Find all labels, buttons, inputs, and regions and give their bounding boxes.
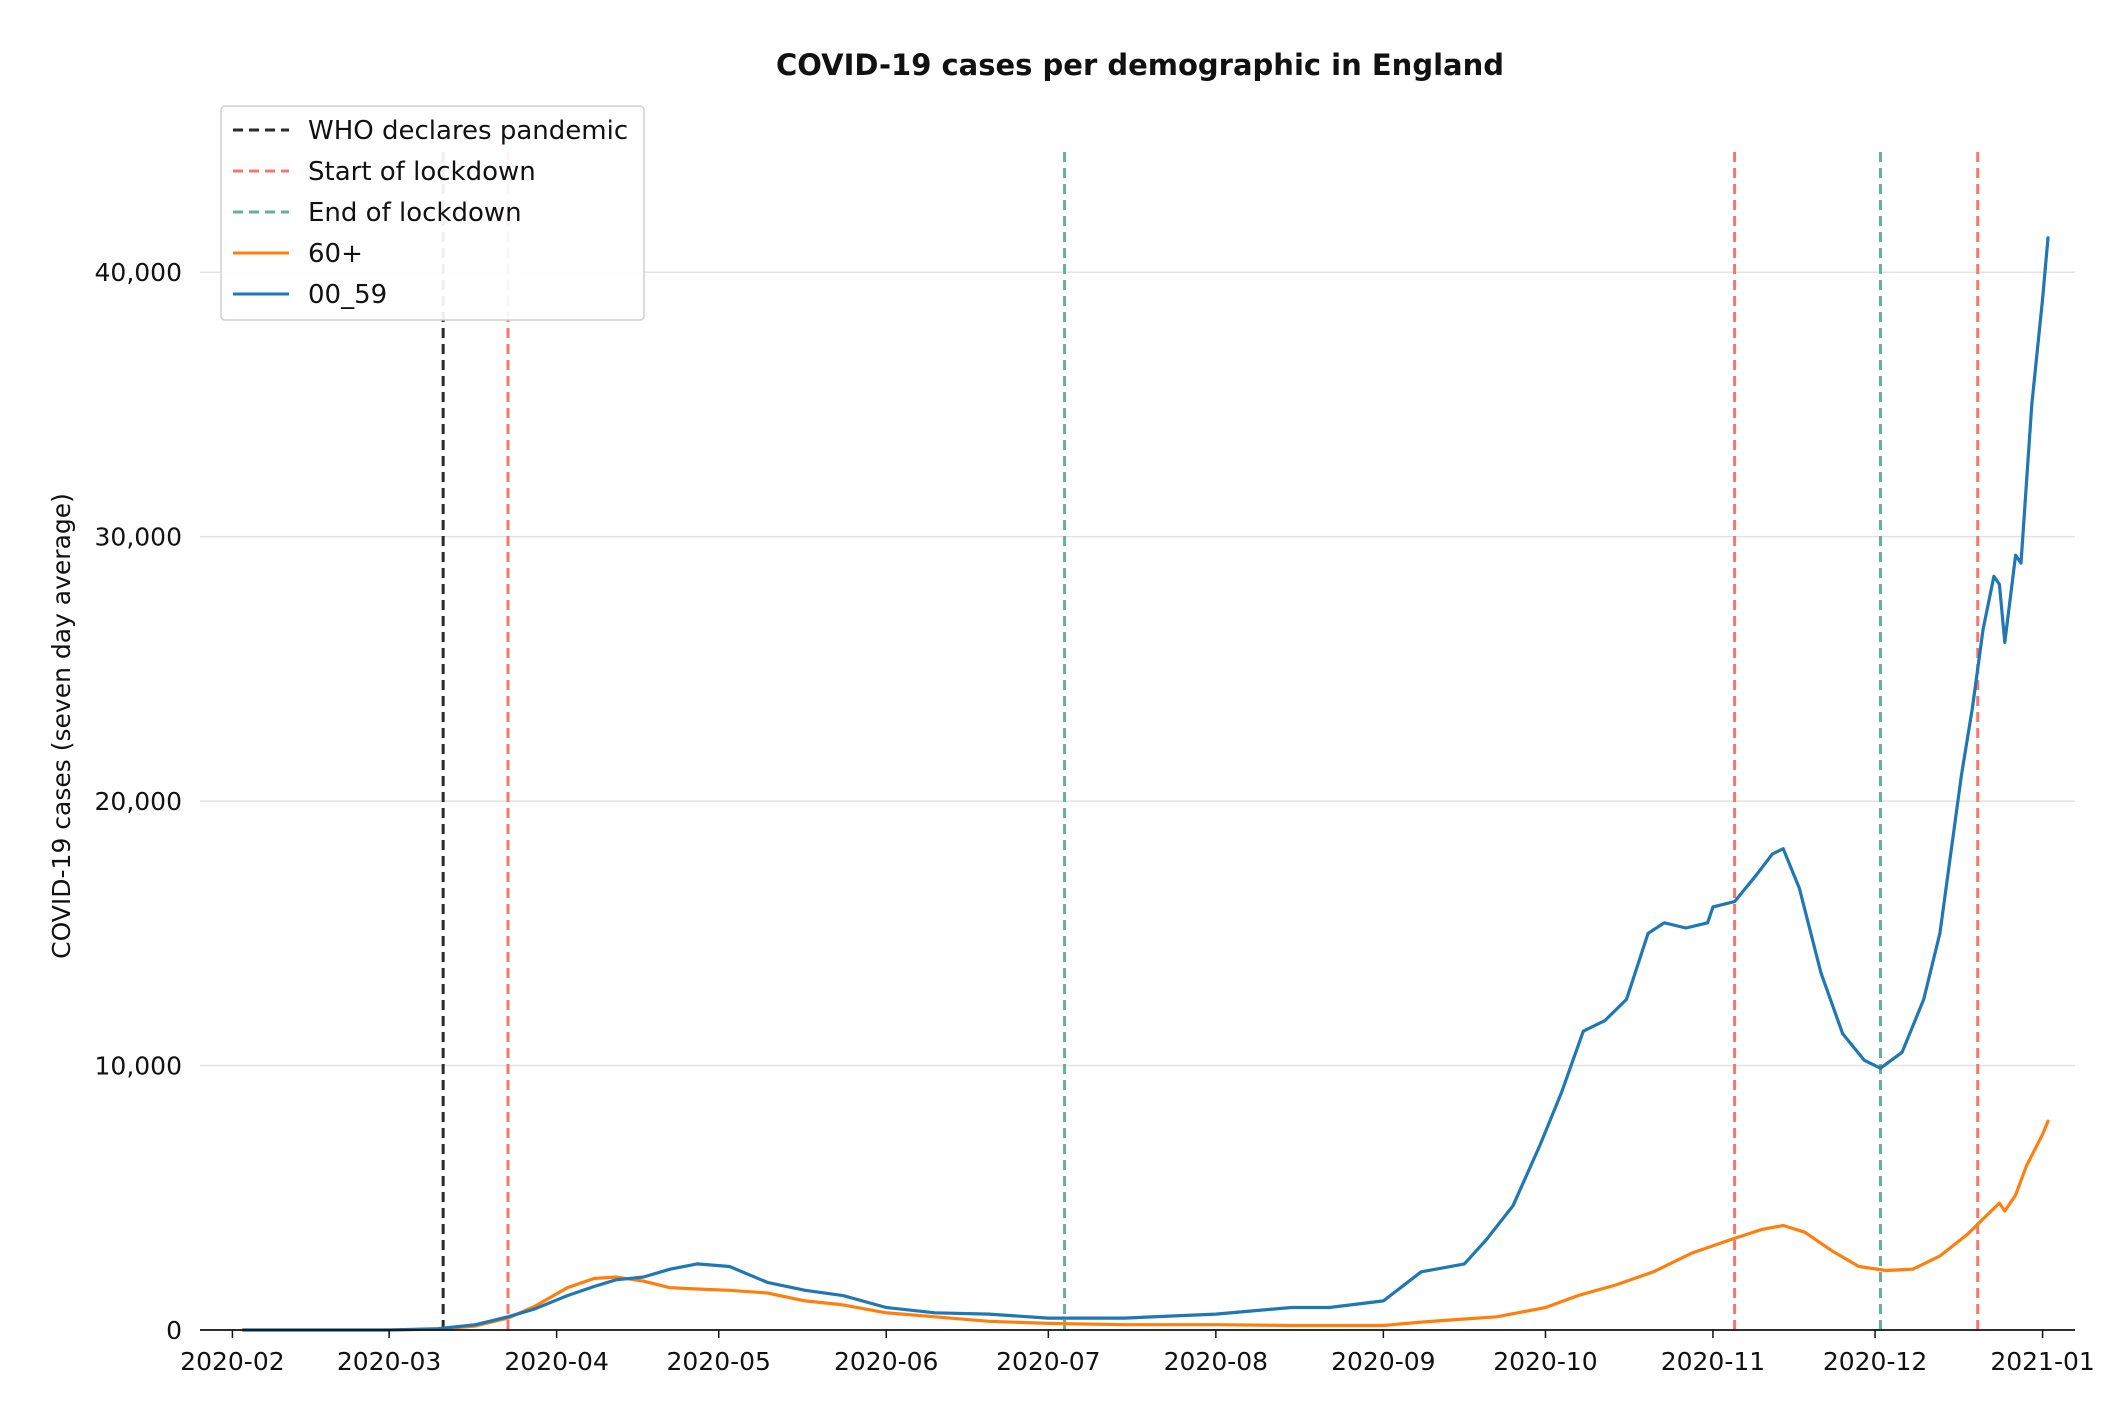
y-tick-label: 40,000 [95, 258, 182, 287]
x-tick-label: 2020-11 [1661, 1347, 1765, 1376]
x-tick-label: 2020-09 [1331, 1347, 1435, 1376]
x-tick-label: 2020-05 [666, 1347, 770, 1376]
y-tick-label: 0 [166, 1316, 182, 1345]
x-tick-label: 2020-03 [337, 1347, 441, 1376]
legend-label: 00_59 [308, 280, 387, 310]
legend-label: End of lockdown [308, 198, 522, 228]
x-tick-label: 2021-01 [1990, 1347, 2094, 1376]
legend-label: WHO declares pandemic [308, 116, 628, 146]
x-tick-label: 2020-02 [180, 1347, 284, 1376]
event-lines [441, 152, 1980, 1330]
y-tick-label: 30,000 [95, 523, 182, 552]
legend-box [220, 105, 645, 321]
legend-label: 60+ [308, 239, 363, 269]
y-tick-label: 20,000 [95, 787, 182, 816]
chart-title: COVID-19 cases per demographic in Englan… [776, 48, 1504, 82]
x-tick-label: 2020-12 [1823, 1347, 1927, 1376]
y-tick-label: 10,000 [95, 1052, 182, 1081]
legend-label: Start of lockdown [308, 157, 536, 187]
x-tick-label: 2020-07 [996, 1347, 1100, 1376]
series-line-00-59 [241, 236, 2050, 1332]
x-tick-label: 2020-04 [504, 1347, 608, 1376]
y-axis-title: COVID-19 cases (seven day average) [47, 493, 76, 959]
series-lines [241, 236, 2050, 1332]
series-line-60- [241, 1119, 2050, 1332]
x-tick-label: 2020-10 [1493, 1347, 1597, 1376]
x-tick-label: 2020-08 [1164, 1347, 1268, 1376]
x-tick-label: 2020-06 [834, 1347, 938, 1376]
axes: 0 10,000 20,000 30,000 40,000 2020-02 2020-03 2… [95, 258, 2095, 1376]
legend: WHO declares pandemic Start of lockdown En… [220, 105, 645, 321]
